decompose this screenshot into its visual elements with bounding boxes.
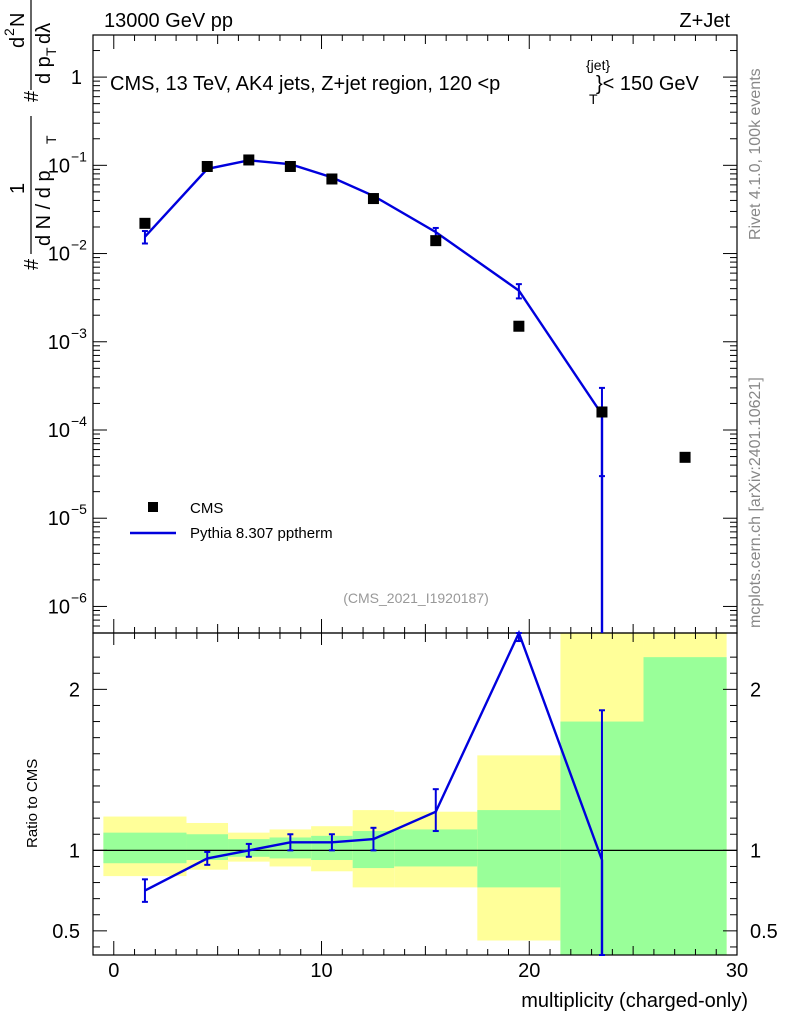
- y-label-dn: d N / d p: [33, 170, 55, 246]
- x-tick-label: 30: [726, 960, 748, 982]
- y-label-denom-sub: T: [43, 47, 59, 56]
- ratio-y-tick-label: 1: [69, 840, 80, 862]
- ratio-y-tick-label-right: 1: [750, 840, 761, 862]
- pythia-main-line: [144, 159, 604, 633]
- y-tick-label: 1: [71, 67, 82, 89]
- ratio-plot-frame: [92, 632, 738, 956]
- y-label-hash1: #: [21, 258, 43, 270]
- legend: CMS Pythia 8.307 pptherm: [130, 500, 333, 542]
- x-tick-label: 0: [108, 960, 119, 982]
- y-label-dn-sub: T: [43, 135, 59, 144]
- band-inner-6: [394, 829, 478, 867]
- plot-title-sub: T: [589, 91, 598, 107]
- plot-title-main: CMS, 13 TeV, AK4 jets, Z+jet region, 120…: [110, 73, 500, 95]
- band-inner-7: [477, 810, 561, 888]
- y-tick-exponent: −3: [71, 325, 87, 341]
- y-label-denom-end: dλ: [33, 23, 55, 44]
- y-tick-exponent: −1: [71, 148, 87, 164]
- pythia-ratio-line: [144, 629, 604, 955]
- cms-data-point: [139, 217, 151, 229]
- cms-data-point: [284, 160, 296, 172]
- plot-title-end: }< 150 GeV: [596, 73, 700, 95]
- band-inner-0: [103, 832, 187, 864]
- header-right: Z+Jet: [679, 10, 730, 32]
- ratio-y-axis-label: Ratio to CMS: [24, 759, 41, 848]
- x-axis-label: multiplicity (charged-only): [521, 990, 748, 1012]
- y-label-denom: d p: [33, 56, 55, 84]
- y-label-hash2: #: [21, 90, 43, 102]
- y-label-d2n-sup: 2: [1, 28, 17, 36]
- cms-data-point: [679, 451, 691, 463]
- mcplots-label: mcplots.cern.ch [arXiv:2401.10621]: [747, 377, 764, 628]
- y-tick-exponent: −5: [71, 501, 87, 517]
- y-label-d2n-n: N: [7, 13, 29, 27]
- y-tick-exponent: −6: [71, 589, 87, 605]
- plot-title: CMS, 13 TeV, AK4 jets, Z+jet region, 120…: [110, 73, 500, 95]
- cms-data-point: [243, 154, 255, 166]
- y-tick-label: 10: [48, 244, 70, 266]
- legend-data-marker: [148, 502, 158, 512]
- y-tick-label: 10: [48, 155, 70, 177]
- ratio-y-tick-label: 2: [69, 679, 80, 701]
- main-y-axis-label: # 1 d N / d p T # d 2 N d p T dλ: [1, 0, 59, 270]
- analysis-id: (CMS_2021_I1920187): [343, 590, 489, 606]
- cms-data-point: [367, 193, 379, 205]
- cms-data-point: [326, 173, 338, 185]
- ratio-y-tick-label-right: 2: [750, 679, 761, 701]
- y-tick-label: 10: [48, 508, 70, 530]
- cms-data-point: [430, 235, 442, 247]
- series: [139, 154, 691, 956]
- legend-mc-label: Pythia 8.307 pptherm: [190, 525, 333, 542]
- band-inner-9: [643, 657, 727, 955]
- legend-data-label: CMS: [190, 500, 223, 517]
- cms-data-point: [596, 406, 608, 418]
- cms-data-point: [513, 320, 525, 332]
- y-tick-label: 10: [48, 332, 70, 354]
- rivet-label: Rivet 4.1.0, 100k events: [747, 68, 764, 240]
- y-tick-exponent: −2: [71, 237, 87, 253]
- cms-data-point: [201, 160, 213, 172]
- y-label-one: 1: [7, 183, 29, 194]
- ratio-y-tick-label-right: 0.5: [750, 921, 778, 943]
- y-tick-exponent: −4: [71, 413, 87, 429]
- x-tick-label: 20: [518, 960, 540, 982]
- ratio-y-tick-label: 0.5: [52, 921, 80, 943]
- x-tick-label: 10: [310, 960, 332, 982]
- y-tick-label: 10: [48, 420, 70, 442]
- y-label-d2n: d: [7, 37, 29, 48]
- header-left: 13000 GeV pp: [104, 10, 233, 32]
- plot-title-sup: {jet}: [586, 57, 610, 73]
- y-tick-label: 10: [48, 596, 70, 618]
